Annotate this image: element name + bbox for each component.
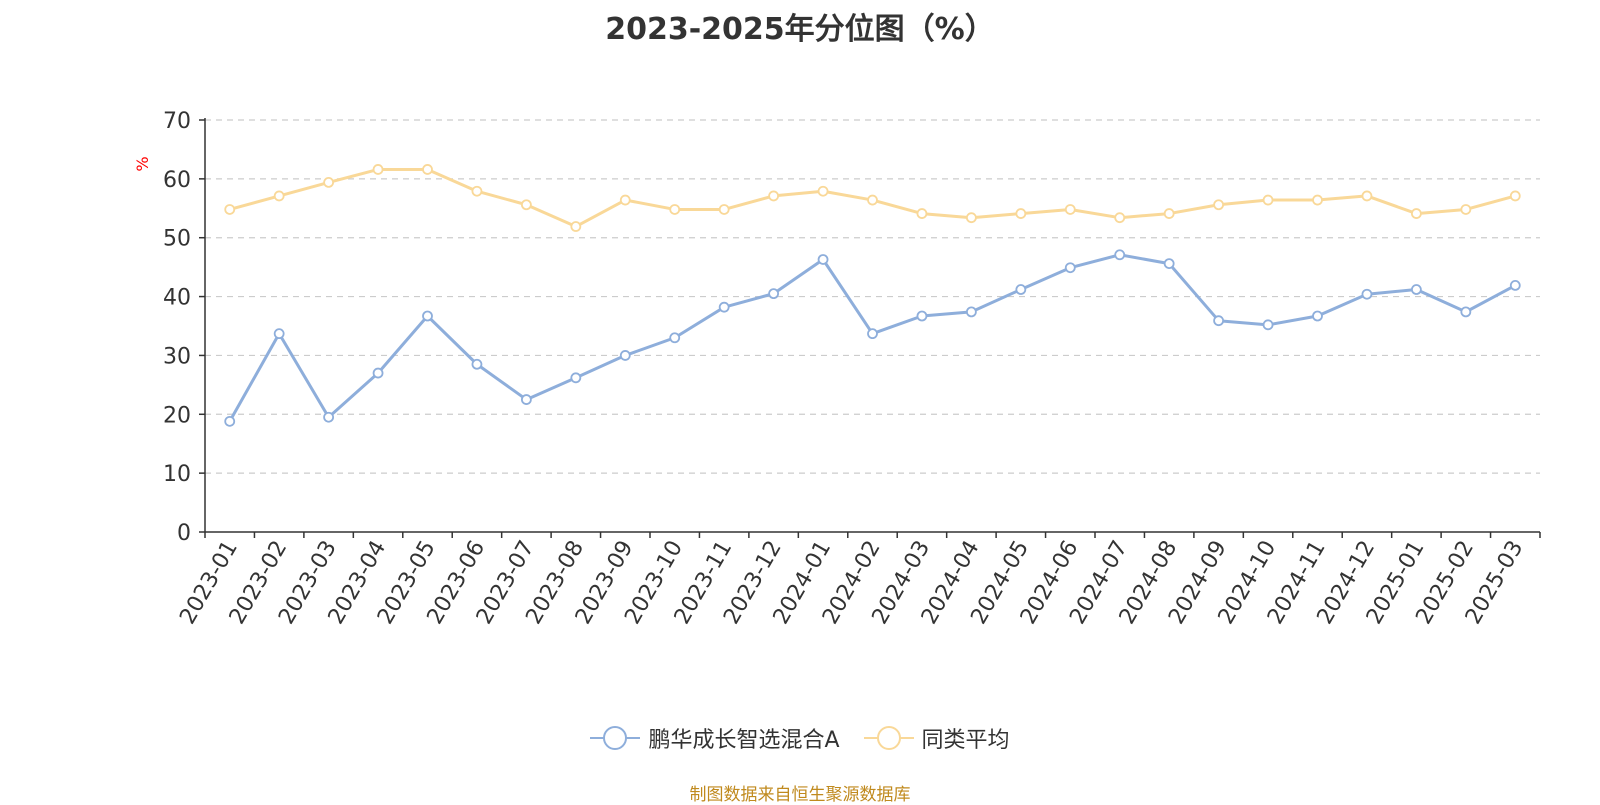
data-point-series2-2024-01 — [817, 185, 829, 197]
series-lines — [224, 164, 1521, 427]
data-point-series1-2024-03 — [916, 310, 928, 322]
y-tick-label-0: 0 — [177, 521, 191, 546]
data-point-series2-2023-08 — [570, 221, 582, 232]
legend: 鹏华成长智选混合A 同类平均 — [0, 722, 1600, 754]
legend-marker-series-2 — [863, 726, 914, 750]
chart-title: 2023-2025年分位图（%） — [605, 12, 995, 47]
data-point-series1-2024-02 — [867, 328, 878, 340]
data-point-series2-2024-06 — [1064, 204, 1076, 215]
data-point-series2-2025-03 — [1509, 190, 1521, 202]
data-point-series2-2023-05 — [422, 164, 433, 175]
data-point-series1-2024-05 — [1015, 284, 1027, 295]
data-point-series1-2025-03 — [1509, 279, 1521, 291]
data-point-series2-2024-07 — [1114, 212, 1126, 224]
data-point-series2-2024-12 — [1361, 190, 1373, 202]
data-point-series2-2024-11 — [1312, 194, 1323, 206]
data-point-series1-2025-01 — [1410, 284, 1422, 295]
y-tick-label-50: 50 — [163, 227, 191, 252]
y-tick-label-30: 30 — [163, 344, 191, 369]
data-point-series1-2023-04 — [372, 367, 384, 379]
data-point-series2-2023-01 — [224, 204, 236, 215]
data-point-series1-2024-04 — [965, 306, 977, 318]
grid-lines — [205, 119, 1540, 474]
data-point-series2-2024-04 — [965, 212, 977, 224]
data-point-series1-2023-02 — [273, 328, 285, 340]
line-chart: 0102030405060702023-012023-022023-032023… — [133, 109, 1541, 629]
data-point-series2-2023-06 — [471, 185, 483, 197]
data-point-series1-2024-06 — [1064, 262, 1076, 274]
y-tick-label-20: 20 — [163, 403, 191, 428]
data-point-series1-2023-01 — [224, 415, 236, 427]
data-point-series2-2024-09 — [1213, 199, 1225, 211]
data-source-note: 制图数据来自恒生聚源数据库 — [689, 785, 911, 805]
data-point-series1-2023-09 — [619, 350, 631, 361]
y-tick-label-40: 40 — [163, 286, 191, 311]
y-tick-label-10: 10 — [163, 462, 191, 487]
data-point-series1-2023-03 — [323, 411, 335, 423]
data-point-series1-2023-06 — [471, 358, 483, 370]
data-point-series1-2024-10 — [1262, 319, 1274, 331]
data-point-series2-2024-08 — [1163, 208, 1175, 219]
data-point-series2-2023-07 — [520, 199, 532, 211]
data-point-series1-2024-11 — [1312, 310, 1323, 322]
data-point-series1-2023-07 — [520, 394, 532, 405]
y-tick-label-70: 70 — [163, 109, 191, 134]
y-axis-label: % — [133, 156, 152, 171]
data-point-series1-2023-11 — [718, 301, 730, 313]
data-point-series2-2023-11 — [718, 204, 730, 215]
data-point-series2-2025-02 — [1460, 204, 1472, 215]
data-point-series2-2024-02 — [867, 194, 878, 206]
data-point-series2-2025-01 — [1410, 208, 1422, 219]
y-tick-label-60: 60 — [163, 168, 191, 193]
axes: 0102030405060702023-012023-022023-032023… — [163, 109, 1541, 629]
data-point-series2-2023-03 — [323, 176, 335, 188]
legend-item-series-1[interactable]: 鹏华成长智选混合A — [590, 722, 840, 754]
legend-marker-series-1 — [590, 726, 641, 750]
data-point-series2-2023-09 — [619, 194, 631, 206]
data-point-series2-2024-10 — [1262, 194, 1274, 206]
data-point-series1-2024-12 — [1361, 288, 1373, 300]
data-point-series2-2023-04 — [372, 164, 384, 175]
data-point-series2-2024-03 — [916, 208, 928, 219]
data-point-series1-2023-05 — [422, 310, 433, 322]
data-point-series1-2023-10 — [669, 332, 681, 344]
legend-label-series-2: 同类平均 — [921, 728, 1010, 753]
data-point-series1-2024-07 — [1114, 249, 1126, 261]
legend-label-series-1: 鹏华成长智选混合A — [648, 728, 840, 753]
data-point-series1-2025-02 — [1460, 306, 1472, 318]
data-point-series1-2023-12 — [768, 288, 780, 300]
legend-item-series-2[interactable]: 同类平均 — [863, 722, 1010, 754]
data-point-series1-2024-09 — [1213, 315, 1225, 327]
data-point-series2-2024-05 — [1015, 208, 1027, 219]
data-point-series2-2023-10 — [669, 204, 681, 215]
data-point-series2-2023-12 — [768, 190, 780, 202]
data-point-series1-2023-08 — [570, 372, 582, 384]
data-point-series1-2024-08 — [1163, 258, 1175, 270]
data-point-series1-2024-01 — [817, 254, 829, 265]
data-point-series2-2023-02 — [273, 190, 285, 202]
